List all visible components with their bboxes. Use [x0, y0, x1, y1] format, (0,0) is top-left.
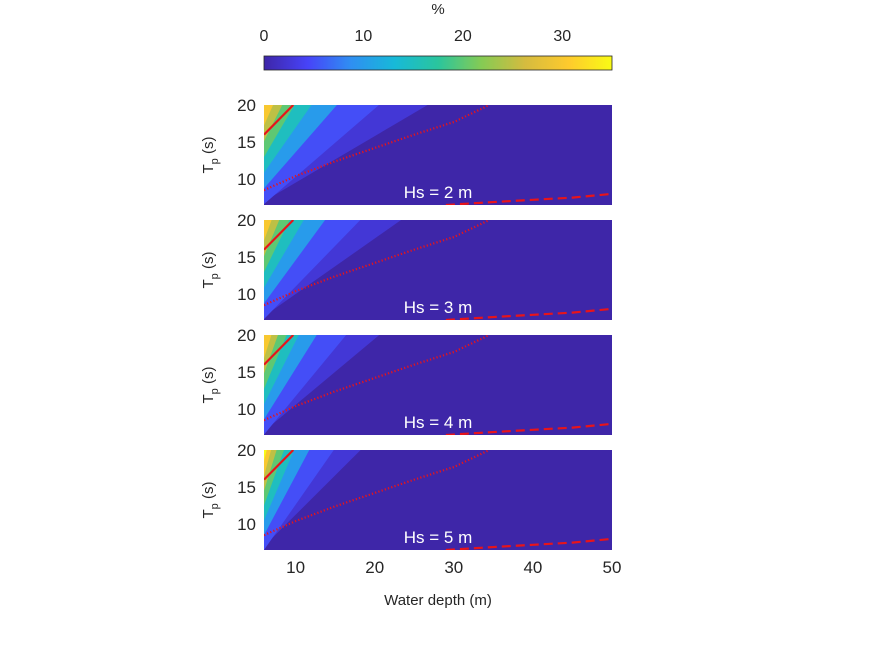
panel-label: Hs = 5 m: [404, 528, 473, 547]
contour-band: [264, 450, 272, 476]
contour-field: [264, 335, 612, 435]
y-tick-label: 15: [237, 363, 256, 382]
colorbar: % 0 10 20 30: [260, 1, 613, 71]
x-tick-label: 30: [444, 558, 463, 577]
y-tick-label: 20: [237, 326, 256, 345]
y-tick-label: 10: [237, 285, 256, 304]
x-tick-label: 40: [523, 558, 542, 577]
x-tick-label: 10: [286, 558, 305, 577]
x-axis: 10 20 30 40 50 Water depth (m): [286, 558, 621, 609]
reference-line-dotted: [264, 105, 490, 192]
y-tick-label: 15: [237, 133, 256, 152]
reference-line-solid: [264, 220, 295, 251]
reference-line-dotted: [264, 220, 490, 307]
colorbar-tick-label: 0: [260, 28, 269, 45]
contour-band: [264, 450, 267, 462]
y-tick-label: 15: [237, 478, 256, 497]
y-axis-label: Tp (s): [200, 252, 221, 289]
contour-field: [264, 105, 612, 205]
reference-line-solid: [264, 335, 295, 366]
panel-label: Hs = 2 m: [404, 183, 473, 202]
panel-hs-4: Hs = 4 m 10 15 20 Tp (s): [200, 326, 612, 435]
colorbar-gradient: [263, 55, 613, 71]
contour-band: [264, 335, 272, 359]
reference-line-dotted: [264, 450, 490, 537]
reference-line-dotted: [264, 335, 490, 422]
colorbar-tick-label: 30: [553, 28, 571, 45]
panel-hs-5: Hs = 5 m 10 15 20 Tp (s): [200, 441, 612, 550]
reference-line-dashed: [445, 307, 612, 320]
panels: Hs = 2 m 10 15 20 Tp (s) Hs = 3 m 10 15 20 Tp (s)…: [200, 96, 612, 550]
panel-label: Hs = 3 m: [404, 298, 473, 317]
contour-field: [264, 220, 612, 320]
reference-line-solid: [264, 105, 295, 136]
reference-line-solid: [264, 450, 295, 481]
y-axis-label: Tp (s): [200, 137, 221, 174]
y-tick-label: 10: [237, 170, 256, 189]
y-tick-label: 10: [237, 400, 256, 419]
contour-band: [264, 220, 272, 241]
colorbar-label: %: [431, 1, 444, 18]
panel-hs-2: Hs = 2 m 10 15 20 Tp (s): [200, 96, 612, 205]
y-tick-label: 20: [237, 441, 256, 460]
y-axis-label: Tp (s): [200, 367, 221, 404]
x-tick-labels: 10 20 30 40 50: [286, 558, 621, 577]
y-axis-label: Tp (s): [200, 482, 221, 519]
colorbar-tick-label: 20: [454, 28, 472, 45]
reference-line-dashed: [445, 422, 612, 435]
x-tick-label: 50: [603, 558, 622, 577]
reference-line-dashed: [445, 192, 612, 205]
y-tick-label: 15: [237, 248, 256, 267]
x-axis-label: Water depth (m): [384, 592, 492, 609]
contour-field: [264, 450, 612, 550]
y-tick-label: 10: [237, 515, 256, 534]
contour-band: [264, 105, 274, 126]
x-tick-label: 20: [365, 558, 384, 577]
reference-line-dashed: [445, 537, 612, 550]
colorbar-tick-label: 10: [355, 28, 373, 45]
panel-hs-3: Hs = 3 m 10 15 20 Tp (s): [200, 211, 612, 320]
colorbar-ticks: 0 10 20 30: [260, 28, 572, 45]
y-tick-label: 20: [237, 96, 256, 115]
panel-label: Hs = 4 m: [404, 413, 473, 432]
y-tick-label: 20: [237, 211, 256, 230]
